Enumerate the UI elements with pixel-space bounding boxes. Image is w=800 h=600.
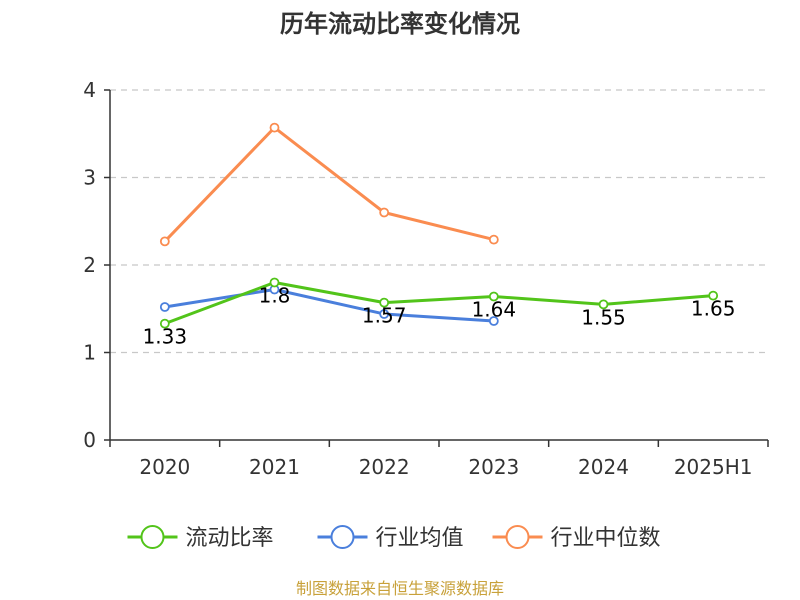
data-point (269, 122, 280, 133)
data-point (379, 297, 390, 308)
y-tick-label: 1 (83, 341, 96, 365)
data-point (488, 234, 499, 245)
data-point (708, 290, 719, 301)
y-tick-label: 4 (83, 78, 96, 102)
y-tick-label: 0 (83, 428, 96, 452)
data-label: 1.33 (143, 325, 188, 349)
data-labels: 1.33 1.8 1.57 1.64 1.55 1.65 (143, 284, 736, 349)
data-point (159, 236, 170, 247)
source-note: 制图数据来自恒生聚源数据库 (296, 579, 504, 598)
x-tick-label: 2023 (468, 455, 519, 479)
chart-title: 历年流动比率变化情况 (280, 10, 520, 38)
legend-item: 流动比率 (127, 525, 274, 551)
legend-label: 流动比率 (186, 526, 274, 551)
data-label: 1.65 (691, 297, 736, 321)
data-point (159, 318, 170, 329)
data-point (379, 207, 390, 218)
series-lines (159, 122, 719, 329)
axes: 0 1 2 3 4 2020 2021 2022 2023 2024 2025H1 (83, 78, 769, 479)
data-point (488, 316, 499, 326)
data-point (598, 299, 609, 310)
y-tick-label: 3 (83, 166, 96, 190)
legend-marker-icon (505, 525, 530, 549)
legend-marker-icon (330, 525, 355, 549)
x-tick-label: 2021 (249, 455, 300, 479)
legend-marker-icon (140, 525, 165, 549)
data-point (159, 302, 170, 312)
data-point (379, 309, 390, 319)
series-line (163, 281, 715, 326)
series-line (163, 126, 496, 243)
legend-item: 行业中位数 (492, 525, 661, 551)
legend-item: 行业均值 (317, 525, 464, 551)
data-label: 1.55 (581, 305, 626, 329)
data-label: 1.57 (362, 304, 407, 328)
grid (110, 89, 768, 354)
data-label: 1.64 (472, 298, 517, 322)
legend-label: 行业中位数 (551, 526, 661, 551)
legend: 流动比率 行业均值 行业中位数 (127, 525, 661, 551)
x-tick-label: 2020 (139, 455, 190, 479)
data-point (488, 291, 499, 302)
x-tick-label: 2025H1 (674, 455, 753, 479)
series-line (163, 288, 496, 323)
x-tick-label: 2024 (578, 455, 629, 479)
y-tick-label: 2 (83, 253, 96, 277)
data-point (269, 277, 280, 288)
data-label: 1.8 (259, 284, 291, 308)
legend-label: 行业均值 (376, 526, 464, 551)
x-tick-label: 2022 (359, 455, 410, 479)
